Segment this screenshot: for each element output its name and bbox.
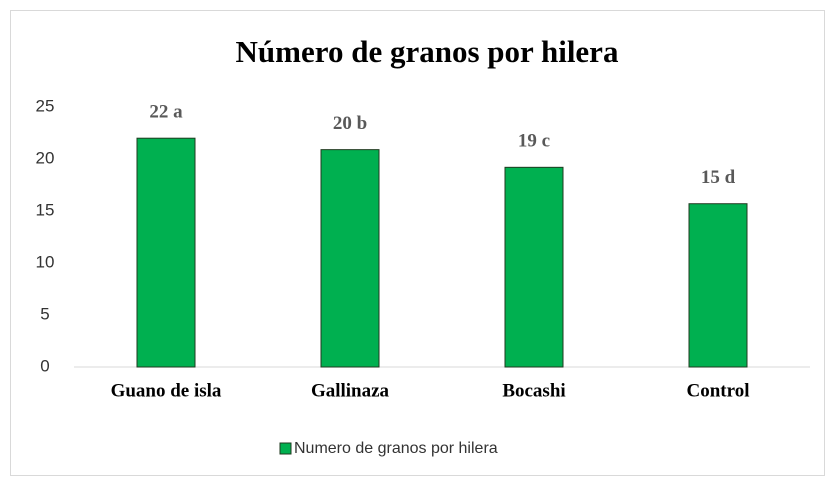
value-label: 22 a [149,102,183,123]
value-label: 19 c [518,131,550,152]
bar [320,149,380,368]
bar [688,203,748,368]
x-tick-label: Control [687,380,750,401]
y-tick-label: 0 [40,356,49,375]
y-tick-label: 15 [36,200,55,219]
chart-title: Número de granos por hilera [236,34,619,69]
y-tick-label: 20 [36,148,55,167]
value-label: 20 b [333,113,367,134]
bar [504,166,564,368]
y-tick-label: 10 [36,252,55,271]
x-tick-label: Bocashi [502,380,565,401]
value-label: 15 d [701,167,736,188]
legend-label: Numero de granos por hilera [294,440,498,457]
y-tick-label: 25 [36,96,55,115]
y-tick-label: 5 [40,304,49,323]
legend-swatch [279,442,292,455]
x-tick-label: Guano de isla [111,380,222,401]
bar [136,137,196,368]
x-tick-label: Gallinaza [311,380,390,401]
